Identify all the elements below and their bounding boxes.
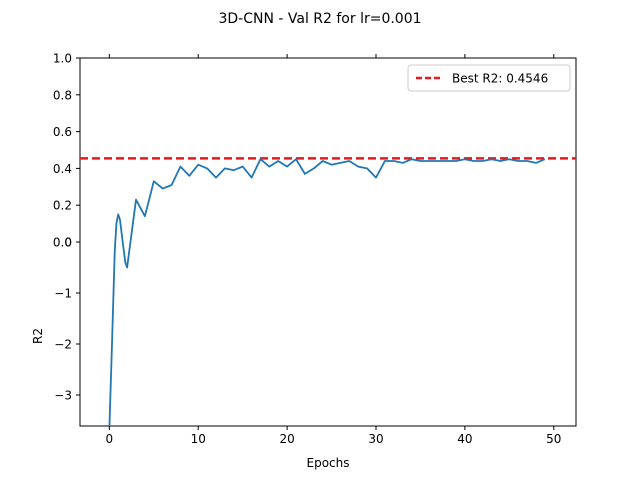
plot-frame [79, 57, 577, 427]
y-tick-label: −3 [54, 389, 72, 403]
x-tick-label: 20 [279, 432, 294, 446]
y-tick-label: 0.2 [53, 199, 72, 213]
y-tick-label: 0.6 [53, 125, 72, 139]
data-series [108, 158, 546, 426]
legend-label-best-r2: Best R2: 0.4546 [452, 72, 548, 86]
x-axis-label: Epochs [307, 456, 350, 470]
plot-area [79, 57, 577, 427]
y-tick-label: 0.4 [53, 162, 72, 176]
x-tick-label: 10 [191, 432, 206, 446]
x-tick-label: 40 [457, 432, 472, 446]
y-tick-label: 0 [64, 236, 72, 250]
legend: Best R2: 0.4546 [407, 64, 571, 92]
x-axis: 0 10 20 30 40 50 [106, 54, 561, 446]
y-axis: 1.0 0.8 0.6 0.4 0.2 0.00 −1 −2 −3 [53, 52, 80, 403]
y-tick-label: 0.8 [53, 88, 72, 102]
y-axis-label: R2 [31, 328, 45, 344]
y-tick-label: −2 [54, 338, 72, 352]
legend-box [407, 64, 571, 92]
y-tick-label: −1 [54, 287, 72, 301]
x-tick-label: 30 [368, 432, 383, 446]
x-tick-label: 50 [546, 432, 561, 446]
chart-title: 3D-CNN - Val R2 for lr=0.001 [218, 11, 421, 27]
y-tick-label: 1.0 [53, 52, 72, 66]
y-tick-label: 0.0 [53, 236, 72, 250]
series-line-0 [108, 158, 546, 426]
x-tick-label: 0 [106, 432, 114, 446]
